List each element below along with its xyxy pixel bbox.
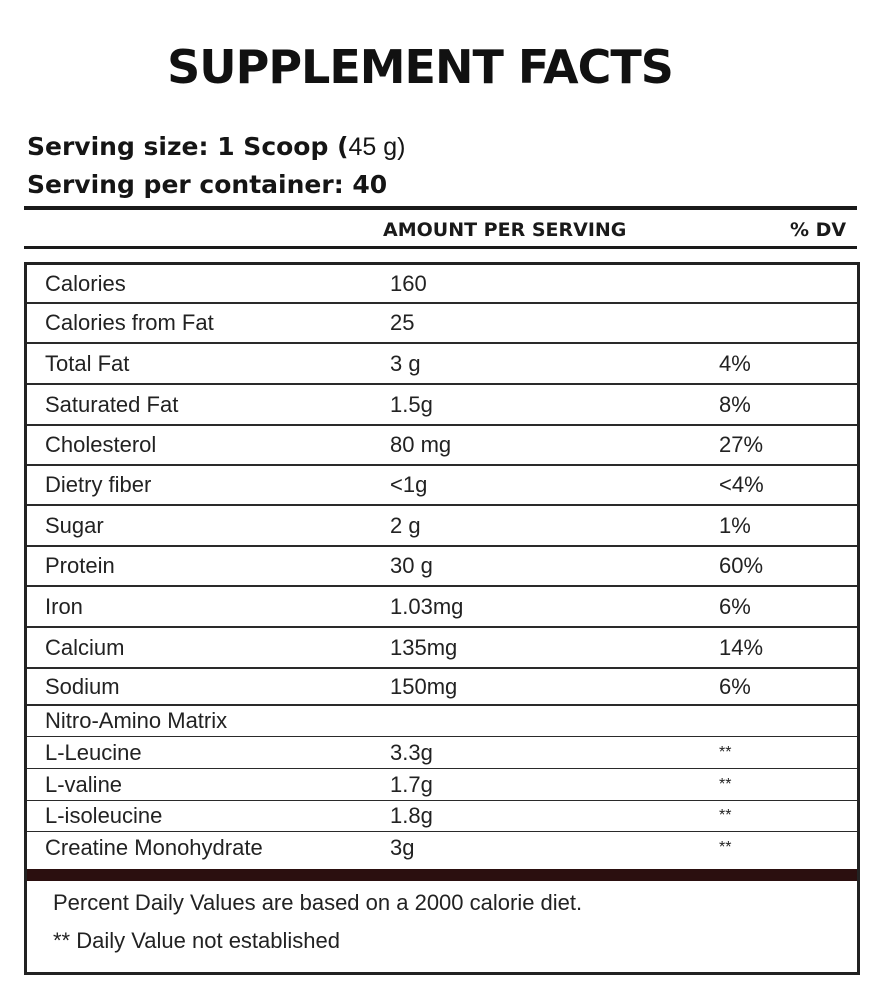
nutrient-name: Total Fat bbox=[45, 350, 130, 376]
table-row: Sugar 2 g 1% bbox=[27, 506, 857, 547]
nutrient-name: L-Leucine bbox=[45, 739, 142, 765]
nutrient-dv: 27% bbox=[719, 432, 764, 457]
table-row: Total Fat 3 g 4% bbox=[27, 344, 857, 385]
header-rule-bottom bbox=[24, 246, 857, 249]
nutrient-name: L-valine bbox=[45, 771, 123, 797]
nutrient-name: Calcium bbox=[45, 634, 125, 660]
table-row: L-isoleucine 1.8g ** bbox=[27, 801, 857, 832]
table-row: Sodium 150mg 6% bbox=[27, 669, 857, 706]
nutrient-name: Nitro-Amino Matrix bbox=[45, 708, 228, 733]
amount-per-serving-header: AMOUNT PER SERVING bbox=[383, 219, 627, 241]
table-row: Cholesterol 80 mg 27% bbox=[27, 426, 857, 466]
nutrient-dv: 60% bbox=[719, 553, 764, 578]
nutrient-dv: ** bbox=[719, 839, 732, 856]
nutrient-amount: 3 g bbox=[390, 350, 421, 376]
nutrient-amount: 1.7g bbox=[390, 771, 433, 797]
nutrient-amount: <1g bbox=[390, 472, 428, 497]
table-row: Calories from Fat 25 bbox=[27, 304, 857, 344]
table-row: L-valine 1.7g ** bbox=[27, 769, 857, 801]
nutrition-table: Calories 160 Calories from Fat 25 Total Fat 3… bbox=[24, 262, 860, 975]
nutrient-amount: 3g bbox=[390, 835, 415, 860]
nutrient-amount: 150mg bbox=[390, 673, 458, 699]
nutrient-amount: 3.3g bbox=[390, 739, 433, 765]
table-row: Calories 160 bbox=[27, 265, 857, 304]
nutrient-dv: <4% bbox=[719, 472, 764, 497]
nutrient-dv: 4% bbox=[719, 350, 751, 376]
nutrient-dv: 8% bbox=[719, 391, 751, 417]
table-row: Protein 30 g 60% bbox=[27, 547, 857, 587]
table-row: Nitro-Amino Matrix bbox=[27, 706, 857, 737]
table-row: L-Leucine 3.3g ** bbox=[27, 737, 857, 769]
nutrient-name: Sodium bbox=[45, 673, 120, 699]
table-row: Iron 1.03mg 6% bbox=[27, 587, 857, 628]
nutrient-amount: 1.8g bbox=[390, 803, 433, 828]
nutrient-dv: ** bbox=[719, 743, 732, 761]
serving-size: Serving size: 1 Scoop (45 g) bbox=[27, 132, 406, 162]
table-row: Calcium 135mg 14% bbox=[27, 628, 857, 669]
footer-divider bbox=[27, 869, 857, 881]
nutrient-dv: ** bbox=[719, 775, 732, 793]
servings-per-container: Serving per container: 40 bbox=[27, 170, 388, 199]
nutrient-name: Calories from Fat bbox=[45, 310, 214, 335]
nutrient-name: Calories bbox=[45, 270, 126, 296]
footer-note-not-established: ** Daily Value not established bbox=[53, 928, 340, 953]
table-row: Creatine Monohydrate 3g ** bbox=[27, 832, 857, 864]
table-row: Dietry fiber <1g <4% bbox=[27, 466, 857, 506]
dv-header: % DV bbox=[790, 219, 847, 241]
nutrient-name: Cholesterol bbox=[45, 432, 157, 457]
nutrient-name: Iron bbox=[45, 593, 83, 619]
nutrient-amount: 160 bbox=[390, 270, 427, 296]
header-rule-top bbox=[24, 206, 857, 210]
serving-size-value: 45 g) bbox=[348, 133, 406, 161]
nutrient-amount: 135mg bbox=[390, 634, 458, 660]
nutrient-name: Saturated Fat bbox=[45, 391, 179, 417]
nutrient-name: L-isoleucine bbox=[45, 803, 163, 828]
nutrient-amount: 1.5g bbox=[390, 391, 433, 417]
page-title: SUPPLEMENT FACTS bbox=[167, 40, 674, 94]
nutrient-dv: 6% bbox=[719, 593, 751, 619]
nutrient-name: Protein bbox=[45, 553, 115, 578]
nutrient-name: Creatine Monohydrate bbox=[45, 835, 263, 860]
nutrient-name: Dietry fiber bbox=[45, 472, 152, 497]
table-row: Saturated Fat 1.5g 8% bbox=[27, 385, 857, 426]
nutrient-dv: 14% bbox=[719, 634, 764, 660]
nutrient-amount: 30 g bbox=[390, 553, 433, 578]
nutrient-amount: 80 mg bbox=[390, 432, 452, 457]
serving-size-label: Serving size: 1 Scoop ( bbox=[27, 132, 349, 161]
nutrient-amount: 2 g bbox=[390, 512, 421, 538]
nutrient-amount: 25 bbox=[390, 310, 415, 335]
nutrient-dv: ** bbox=[719, 807, 732, 824]
footer-note-dv-basis: Percent Daily Values are based on a 2000… bbox=[53, 890, 583, 915]
nutrient-dv: 1% bbox=[719, 512, 751, 538]
nutrient-dv: 6% bbox=[719, 673, 751, 699]
nutrient-name: Sugar bbox=[45, 512, 104, 538]
nutrient-amount: 1.03mg bbox=[390, 593, 464, 619]
